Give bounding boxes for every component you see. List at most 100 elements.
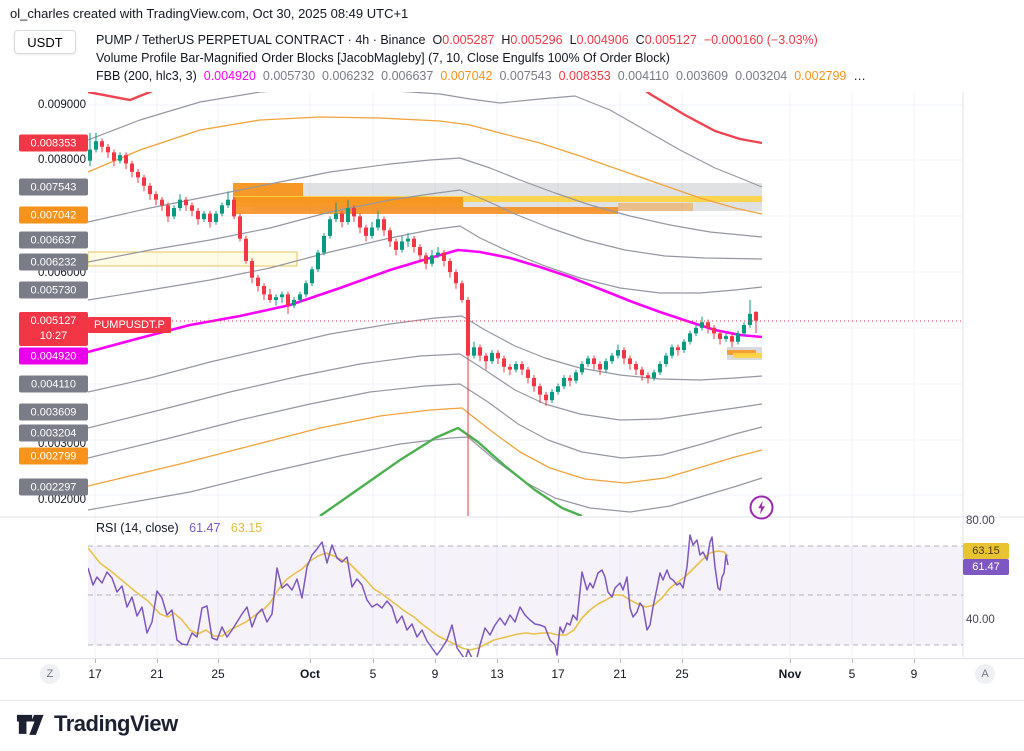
candle-body bbox=[736, 333, 740, 342]
candle-body bbox=[256, 277, 260, 287]
fbb-band-fib_lower_618 bbox=[88, 407, 763, 487]
ohlc-item: H0.005296 bbox=[501, 33, 563, 47]
time-axis-label: 21 bbox=[150, 667, 164, 681]
time-axis-label: 13 bbox=[490, 667, 504, 681]
supply-zone-box bbox=[88, 251, 298, 267]
symbol-legend-row[interactable]: PUMP / TetherUS PERPETUAL CONTRACT · 4h … bbox=[96, 33, 825, 47]
candle-body bbox=[406, 238, 410, 242]
candle-body bbox=[346, 208, 350, 222]
time-axis[interactable]: Z 17 21 25 Oct 5 9 13 17 21 25 Nov 5 9 A bbox=[0, 658, 1024, 701]
candle-body bbox=[712, 327, 716, 334]
price-axis-label: 0.009000 bbox=[38, 99, 86, 111]
rsi-legend-row[interactable]: RSI (14, close) 61.47 63.15 bbox=[96, 521, 269, 535]
candle-body bbox=[562, 377, 566, 387]
time-axis-tick bbox=[157, 659, 158, 663]
rsi-title[interactable]: RSI (14, close) bbox=[96, 521, 179, 535]
candle-body bbox=[364, 227, 368, 236]
candle-body bbox=[286, 294, 290, 306]
ohlc-item: C0.005127 bbox=[635, 33, 697, 47]
time-axis-label: 9 bbox=[910, 667, 918, 681]
candle-body bbox=[652, 372, 656, 378]
candle-body bbox=[292, 299, 296, 306]
indicator-legend-fbb[interactable]: FBB (200, hlc3, 3) 0.004920 0.005730 0.0062… bbox=[96, 69, 866, 83]
candle-body bbox=[202, 213, 206, 220]
fbb-band-fib_lower_500 bbox=[88, 383, 763, 459]
currency-selector-button[interactable]: USDT bbox=[14, 30, 76, 54]
candle-body bbox=[376, 219, 380, 228]
fbb-band-fib_lower_786 bbox=[88, 436, 763, 513]
symbol-price-label: PUMPUSDT.P bbox=[88, 317, 171, 333]
candle-body bbox=[400, 241, 404, 250]
rsi-pane[interactable] bbox=[88, 534, 963, 662]
flash-button[interactable] bbox=[748, 494, 775, 521]
candle-body bbox=[586, 358, 590, 365]
candle-body bbox=[196, 210, 200, 220]
time-axis-tick bbox=[218, 659, 219, 663]
candle-body bbox=[598, 364, 602, 370]
ohlc-values: O0.005287 H0.005296 L0.004906 C0.005127 −0.0… bbox=[433, 33, 825, 47]
time-axis-tick bbox=[620, 659, 621, 663]
candle-body bbox=[454, 272, 458, 284]
fbb-title[interactable]: FBB (200, hlc3, 3) bbox=[96, 69, 197, 83]
order-block bbox=[727, 350, 756, 355]
candle-body bbox=[616, 350, 620, 356]
time-axis-label: 25 bbox=[675, 667, 689, 681]
candle-body bbox=[538, 386, 542, 395]
current-price-value: 0.005127 bbox=[30, 315, 77, 327]
fbb-value: 0.007543 bbox=[499, 69, 552, 83]
candle-body bbox=[628, 358, 632, 365]
fbb-band-fib_upper_618 bbox=[88, 116, 763, 215]
candle-body bbox=[322, 235, 326, 253]
candle-body bbox=[124, 155, 128, 164]
candle-body bbox=[466, 299, 470, 356]
current-price-badge: 0.005127 10:27 bbox=[19, 312, 88, 346]
candle-body bbox=[490, 352, 494, 362]
candle-body bbox=[730, 336, 734, 342]
tradingview-logo-text[interactable]: TradingView bbox=[54, 711, 178, 736]
price-level-badge: 0.006232 bbox=[19, 253, 88, 271]
candle-body bbox=[232, 199, 236, 217]
order-block bbox=[233, 207, 618, 214]
candle-body bbox=[436, 252, 440, 256]
main-pane[interactable] bbox=[88, 20, 963, 520]
fbb-value: 0.007042 bbox=[440, 69, 493, 83]
candle-body bbox=[340, 213, 344, 222]
candle-body bbox=[724, 336, 728, 339]
price-level-badge: 0.006637 bbox=[19, 231, 88, 249]
time-axis-tick bbox=[852, 659, 853, 663]
price-level-badge: 0.004920 bbox=[19, 347, 88, 365]
lightning-icon bbox=[758, 500, 765, 515]
candle-body bbox=[574, 372, 578, 381]
candle-body bbox=[226, 199, 230, 206]
candle-body bbox=[388, 230, 392, 242]
candle-body bbox=[520, 364, 524, 370]
time-axis-tick bbox=[497, 659, 498, 663]
candle-body bbox=[508, 366, 512, 370]
candle-body bbox=[280, 294, 284, 298]
price-level-badge: 0.003609 bbox=[19, 403, 88, 421]
candle-body bbox=[634, 364, 638, 370]
candle-body bbox=[160, 199, 164, 206]
price-level-badge: 0.007543 bbox=[19, 178, 88, 196]
candle-body bbox=[568, 377, 572, 381]
tradingview-logo-icon[interactable] bbox=[16, 712, 46, 738]
candle-body bbox=[682, 341, 686, 351]
candle-body bbox=[130, 163, 134, 172]
order-block bbox=[233, 196, 762, 202]
fbb-value: 0.008353 bbox=[558, 69, 611, 83]
indicator-legend-volume-profile[interactable]: Volume Profile Bar-Magnified Order Block… bbox=[96, 51, 670, 65]
candle-body bbox=[88, 149, 92, 161]
symbol-title[interactable]: PUMP / TetherUS PERPETUAL CONTRACT · 4h … bbox=[96, 33, 426, 47]
candle-body bbox=[556, 386, 560, 392]
candle-body bbox=[358, 216, 362, 228]
time-axis-tick bbox=[558, 659, 559, 663]
candle-body bbox=[172, 208, 176, 217]
candle-body bbox=[412, 238, 416, 248]
order-block bbox=[618, 203, 693, 211]
price-axis-label: 0.008000 bbox=[38, 154, 86, 166]
candle-body bbox=[382, 219, 386, 231]
candle-body bbox=[484, 355, 488, 362]
candle-body bbox=[214, 213, 218, 222]
candle-body bbox=[394, 241, 398, 250]
